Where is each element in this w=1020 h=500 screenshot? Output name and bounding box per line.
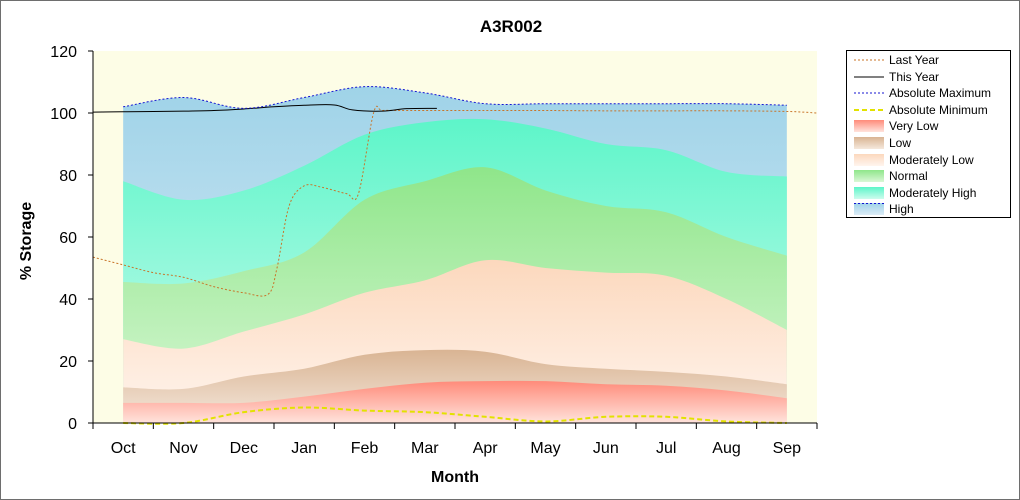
legend-label: High [889,202,914,217]
x-tick-label: Sep [773,440,802,457]
x-tick-label: Oct [111,440,136,457]
legend-item-low: Low [847,135,1010,151]
legend-swatch [854,59,884,61]
legend-item-high: High [847,201,1010,217]
legend-swatch [854,120,884,133]
x-tick-label: Feb [351,440,379,457]
legend-item-last-year: Last Year [847,52,1010,68]
x-tick-label: Jan [291,440,317,457]
x-ticks: Oct Nov Dec Jan Feb Mar Apr May Jun Jul Aug Sep [92,423,818,457]
legend: Last Year This Year Absolute Maximum Absolu… [846,50,1011,218]
y-axis-title: % Storage [18,202,35,280]
legend-swatch [854,92,884,94]
series-lines [92,86,818,425]
y-tick-label: 40 [59,292,77,309]
y-tick-label: 80 [59,168,77,185]
legend-label: Moderately High [889,185,977,200]
legend-label: Normal [889,169,928,184]
y-tick-label: 120 [50,44,77,61]
series-absolute-minimum [123,406,787,425]
legend-label: This Year [889,69,940,84]
legend-item-moderately-low: Moderately Low [847,152,1010,168]
x-tick-label: May [530,440,560,457]
y-ticks: 0 20 40 60 80 100 120 [50,44,93,433]
legend-swatch [854,76,884,78]
x-tick-label: Jul [656,440,676,457]
legend-label: Absolute Maximum [889,86,992,101]
x-axis-title: Month [431,469,479,486]
legend-item-absolute-maximum: Absolute Maximum [847,85,1010,101]
x-tick-label: Apr [473,440,499,457]
x-tick-label: Dec [230,440,258,457]
y-tick-label: 100 [50,106,77,123]
y-tick-label: 0 [68,416,77,433]
legend-swatch [854,170,884,183]
legend-swatch [854,137,884,149]
series-last-year [92,105,818,297]
x-tick-label: Aug [712,440,740,457]
legend-label: Very Low [889,119,939,134]
y-tick-label: 60 [59,230,77,247]
legend-item-very-low: Very Low [847,118,1010,134]
series-this-year [92,104,437,113]
legend-item-this-year: This Year [847,69,1010,85]
legend-swatch [854,203,884,216]
legend-label: Moderately Low [889,152,974,167]
legend-swatch [854,186,884,199]
y-tick-label: 20 [59,354,77,371]
legend-swatch [854,153,884,166]
band-very-low [123,380,787,423]
x-tick-label: Jun [593,440,619,457]
legend-swatch [854,108,884,111]
x-tick-label: Nov [169,440,197,457]
band-areas [123,86,787,423]
series-absolute-maximum [123,86,787,109]
x-tick-label: Mar [411,440,439,457]
legend-label: Last Year [889,53,940,67]
legend-item-moderately-high: Moderately High [847,185,1010,201]
chart-title: A3R002 [480,17,542,36]
legend-label: Absolute Minimum [889,102,988,117]
legend-item-normal: Normal [847,168,1010,184]
legend-item-absolute-minimum: Absolute Minimum [847,102,1010,118]
legend-label: Low [889,136,912,150]
